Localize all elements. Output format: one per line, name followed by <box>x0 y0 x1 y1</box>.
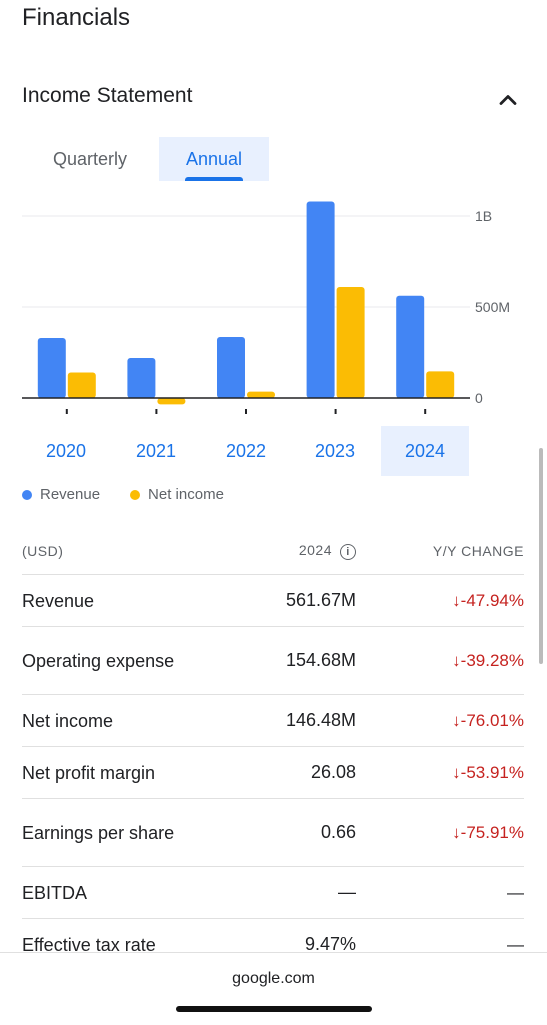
x-tick-mark <box>155 409 158 414</box>
table-row: Effective tax rate 9.47% — <box>22 919 524 970</box>
revenue-legend-dot <box>22 489 32 500</box>
metric-value: 0.66 <box>320 822 356 842</box>
x-tick-mark <box>424 409 427 414</box>
table-row: Net profit margin 26.08 ↓-53.91% <box>22 747 524 799</box>
y-tick-label: 1B <box>475 208 492 224</box>
metric-value: — <box>338 882 356 902</box>
tab-annual[interactable]: Annual <box>159 137 269 181</box>
metric-label: Operating expense <box>22 650 175 671</box>
year-header-label: 2024 <box>298 542 332 559</box>
metric-change: — <box>507 882 524 902</box>
metric-label: Earnings per share <box>22 822 175 843</box>
net-income-bar <box>426 371 455 398</box>
year-2022-button[interactable]: 2022 <box>202 426 290 476</box>
metric-value: 146.48M <box>285 710 356 730</box>
metric-value: 9.47% <box>304 934 356 954</box>
metric-change: ↓-53.91% <box>452 762 524 782</box>
metric-value: 561.67M <box>285 590 356 610</box>
table-row: EBITDA — — <box>22 867 524 919</box>
browser-footer <box>0 952 547 1025</box>
year-2021-button[interactable]: 2021 <box>112 426 200 476</box>
metric-label: Net profit margin <box>22 762 156 783</box>
chart-legend: Revenue Net income <box>22 486 224 503</box>
metric-change: ↓-76.01% <box>452 710 524 730</box>
income-table: (USD) 2024 i Y/Y CHANGE Revenue 561.67M ↓… <box>22 528 524 970</box>
revenue-bar <box>306 201 335 398</box>
year-label: 2022 <box>225 440 267 461</box>
net-income-bar <box>157 398 186 405</box>
year-label: 2024 <box>404 440 446 461</box>
footer-url[interactable]: google.com <box>232 970 315 987</box>
x-tick-mark <box>65 409 68 414</box>
change-header: Y/Y CHANGE <box>432 543 524 559</box>
section-title: Financials <box>22 4 131 31</box>
year-header: 2024 i <box>176 542 356 560</box>
legend-revenue-label: Revenue <box>40 486 101 503</box>
legend-net-income-label: Net income <box>148 486 224 503</box>
y-tick-label: 500M <box>475 299 510 315</box>
net-income-legend-dot <box>130 489 141 500</box>
revenue-bar <box>217 337 245 398</box>
home-indicator[interactable] <box>176 1006 372 1012</box>
year-2023-button[interactable]: 2023 <box>291 426 379 476</box>
year-2024-button[interactable]: 2024 <box>381 426 469 476</box>
revenue-bar <box>37 337 66 398</box>
metric-label: EBITDA <box>22 882 88 903</box>
metric-change: — <box>507 934 524 954</box>
table-row: Earnings per share 0.66 ↓-75.91% <box>22 799 524 867</box>
revenue-bar <box>127 357 156 398</box>
metric-label: Net income <box>22 710 114 731</box>
year-label: 2021 <box>135 440 177 461</box>
metric-change: ↓-47.94% <box>452 590 524 610</box>
metric-value: 26.08 <box>310 762 356 782</box>
chevron-up-icon[interactable] <box>494 86 522 114</box>
metric-value: 154.68M <box>285 650 356 670</box>
net-income-bar <box>336 286 365 398</box>
table-row: Net income 146.48M ↓-76.01% <box>22 695 524 747</box>
metric-change: ↓-39.28% <box>452 650 524 670</box>
year-label: 2023 <box>314 440 356 461</box>
metric-label: Revenue <box>22 590 95 611</box>
y-tick-label: 0 <box>475 390 483 406</box>
x-tick-mark <box>334 409 337 414</box>
metric-label: Effective tax rate <box>22 934 156 955</box>
tab-active-indicator <box>185 177 243 181</box>
table-row: Revenue 561.67M ↓-47.94% <box>22 575 524 627</box>
table-header: (USD) 2024 i Y/Y CHANGE <box>22 528 524 575</box>
info-icon[interactable]: i <box>340 543 356 560</box>
revenue-bar <box>396 295 425 398</box>
income-statement-heading[interactable]: Income Statement <box>22 84 193 107</box>
tab-quarterly[interactable]: Quarterly <box>40 137 140 181</box>
net-income-bar <box>247 391 275 398</box>
currency-header: (USD) <box>22 543 64 559</box>
table-row: Operating expense 154.68M ↓-39.28% <box>22 627 524 695</box>
year-2020-button[interactable]: 2020 <box>22 426 110 476</box>
net-income-bar <box>67 372 96 398</box>
year-label: 2020 <box>45 440 87 461</box>
tab-annual-label: Annual <box>185 148 243 169</box>
x-tick-mark <box>245 409 247 414</box>
revenue-net-income-chart: 1B 500M 0 <box>22 201 510 414</box>
scrollbar[interactable] <box>539 448 543 664</box>
tab-quarterly-label: Quarterly <box>52 148 128 169</box>
metric-change: ↓-75.91% <box>452 822 524 842</box>
